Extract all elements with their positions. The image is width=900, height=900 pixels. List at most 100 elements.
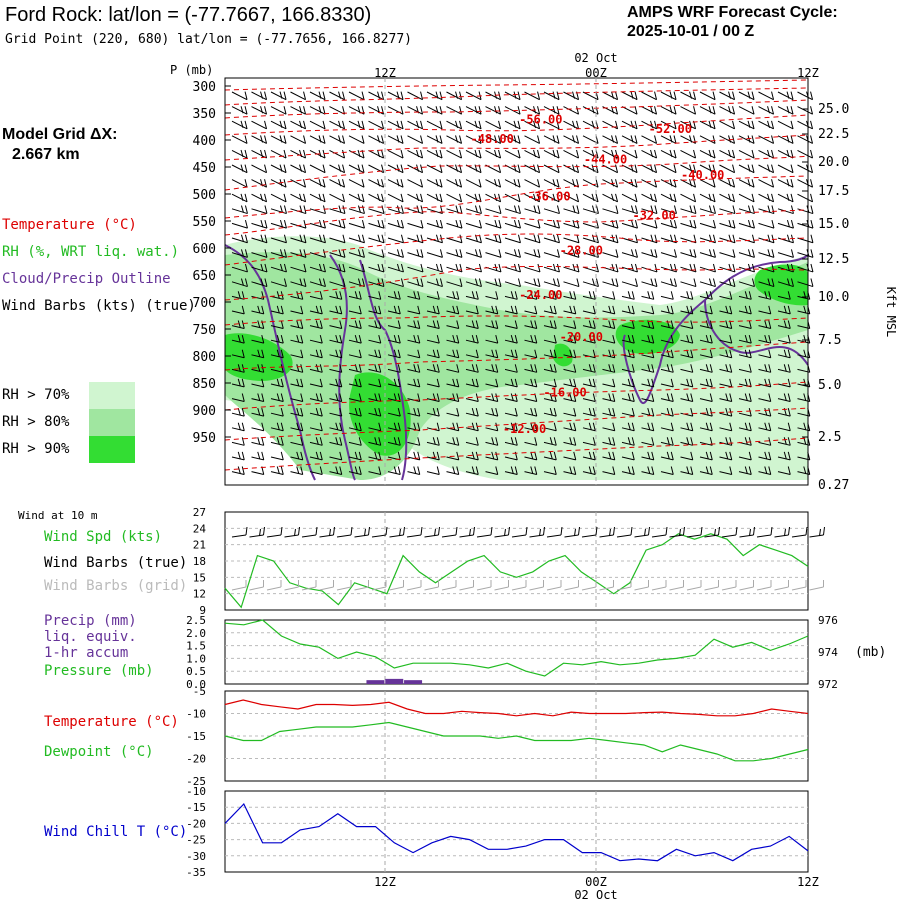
wind-barb xyxy=(797,164,814,174)
wind-barb xyxy=(738,466,752,476)
wind-barb xyxy=(309,179,326,188)
wind-barb xyxy=(290,135,307,144)
wind-barb xyxy=(660,106,677,115)
wind-barb xyxy=(543,291,557,300)
wind-barb xyxy=(602,364,616,373)
wind-barb xyxy=(504,305,518,315)
wind-barb xyxy=(426,220,443,229)
wind-barb xyxy=(719,278,736,288)
wind-barb xyxy=(738,320,752,330)
grid-point-label: Grid Point (220, 680) lat/lon = (-77.765… xyxy=(5,32,412,47)
wind-barb xyxy=(777,193,794,203)
wind-barb xyxy=(660,437,674,446)
wind-barb xyxy=(680,378,694,388)
wind-barb xyxy=(329,249,346,258)
wind-barb xyxy=(738,193,755,203)
wind-barb xyxy=(738,120,755,130)
wind-10m-barb xyxy=(249,526,265,538)
wind-barb xyxy=(231,135,248,144)
wind-barb xyxy=(465,220,482,229)
wind-barb xyxy=(251,120,268,130)
wind-barb xyxy=(231,466,245,476)
wind-barb xyxy=(602,249,619,258)
windchill-tick: -25 xyxy=(186,834,206,847)
wind-barb xyxy=(738,106,755,115)
cycle-label: AMPS WRF Forecast Cycle: xyxy=(627,4,838,21)
wind-barb xyxy=(621,263,638,273)
top-time-tick: 12Z xyxy=(374,66,396,80)
wind-10m-barb xyxy=(389,526,405,538)
wind-barb xyxy=(719,135,736,144)
wind-barb xyxy=(309,334,323,344)
wind-barb xyxy=(309,263,326,273)
wind-barb xyxy=(465,320,479,330)
windchill-tick: -10 xyxy=(186,785,206,798)
precip-tick: 0.5 xyxy=(186,665,206,678)
wind-barb xyxy=(543,422,557,432)
wind-barb xyxy=(699,106,716,115)
wind-barb xyxy=(738,364,752,373)
wind-barb xyxy=(719,378,733,388)
wind-barb xyxy=(777,437,791,446)
wind-barb xyxy=(329,179,346,188)
wind-barb xyxy=(485,451,499,461)
wind-barb xyxy=(524,466,538,476)
wind-barb xyxy=(309,407,323,417)
wind-barb xyxy=(621,466,635,476)
temperature-contour-label: -16.00 xyxy=(543,386,586,400)
wind-grid-barb xyxy=(441,580,457,591)
wind-barb xyxy=(699,220,716,229)
wind-barb xyxy=(426,120,443,130)
wind-barb xyxy=(485,305,499,315)
wind-barb xyxy=(290,205,307,215)
wind-barb xyxy=(602,120,619,130)
wind-barb xyxy=(485,291,499,300)
wind-barb xyxy=(641,466,655,476)
wind-barb xyxy=(777,334,791,344)
wind-barb xyxy=(485,193,502,203)
legend-rh: RH (%, WRT liq. wat.) xyxy=(2,244,180,260)
wind-barb xyxy=(465,263,482,273)
wind-barb xyxy=(270,437,284,446)
wind-barb xyxy=(465,120,482,130)
wind-barb xyxy=(719,249,736,258)
wind-barb xyxy=(602,278,619,288)
wind-grid-barb xyxy=(231,580,247,591)
wind-barb xyxy=(524,135,541,144)
wind-barb xyxy=(602,320,616,330)
wind-barb xyxy=(660,149,677,159)
wind-barb xyxy=(270,234,287,244)
wind-barb xyxy=(485,220,502,229)
wind-barb xyxy=(290,91,307,101)
temp-tick: -20 xyxy=(186,753,206,766)
wind-barb xyxy=(309,135,326,144)
wind-barb xyxy=(407,120,424,130)
wind-barb xyxy=(368,349,382,359)
wind-barb xyxy=(680,106,697,115)
wind-barb xyxy=(426,437,440,446)
wind-barb xyxy=(290,378,304,388)
wind-barb xyxy=(543,466,557,476)
wind-barb xyxy=(758,106,775,115)
wind-barb xyxy=(660,193,677,203)
wind-barb xyxy=(251,205,268,215)
wind-barb xyxy=(660,91,677,101)
wind-grid-barb xyxy=(389,580,404,591)
wind-barb xyxy=(524,249,541,258)
wind-barb xyxy=(231,120,248,130)
temperature-contour-label: -20.00 xyxy=(560,330,603,344)
wind-barb xyxy=(524,320,538,330)
wind-barb xyxy=(738,349,752,359)
wind-grid-barb xyxy=(249,580,264,591)
wind-barb xyxy=(504,291,518,300)
wind-barb xyxy=(309,422,323,432)
wind-barb xyxy=(680,364,694,373)
wind-barb xyxy=(368,466,382,476)
wind-barb xyxy=(368,451,382,461)
wind-barb xyxy=(465,106,482,115)
wind-10m-barb xyxy=(406,526,423,538)
wind-barb xyxy=(251,305,265,315)
wind-barb xyxy=(387,364,401,373)
wind-speed-tick: 12 xyxy=(193,588,206,601)
wind-barb xyxy=(719,305,733,315)
